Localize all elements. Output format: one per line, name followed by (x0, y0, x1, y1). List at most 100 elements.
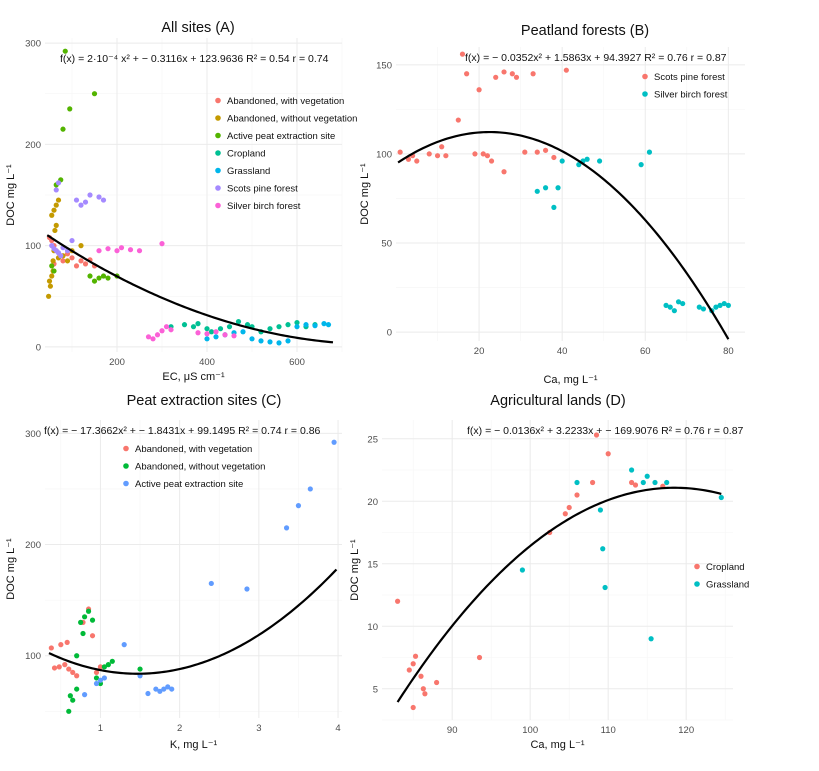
data-point (632, 482, 639, 488)
legend-swatch (215, 150, 221, 156)
data-point (551, 154, 557, 161)
data-point (66, 666, 72, 672)
legend-label: Grassland (227, 166, 270, 177)
legend-label: Silver birch forest (227, 201, 301, 212)
data-point (559, 158, 565, 164)
data-point (412, 653, 419, 659)
data-point (222, 332, 228, 338)
data-point (168, 327, 174, 333)
data-point (249, 336, 255, 342)
data-point (397, 149, 403, 155)
data-point (109, 658, 115, 664)
data-point (153, 686, 159, 692)
data-point (101, 664, 107, 670)
y-tick-label: 10 (367, 622, 378, 633)
data-point (82, 199, 89, 205)
data-point (105, 662, 111, 668)
x-tick-label: 90 (447, 725, 458, 736)
legend-swatch (642, 73, 648, 80)
data-point (87, 273, 93, 279)
data-point (47, 283, 54, 289)
data-point (267, 339, 273, 345)
data-point (530, 71, 536, 77)
x-axis-label: EC, μS cm⁻¹ (162, 371, 225, 383)
data-point (602, 584, 608, 591)
x-tick-label: 60 (640, 346, 651, 357)
data-point (721, 300, 727, 307)
data-point (56, 664, 62, 670)
x-tick-label: 1 (98, 723, 103, 734)
legend: Abandoned, with vegetation Abandoned, wit… (215, 96, 357, 212)
data-point (69, 237, 75, 244)
fit-curve (46, 234, 334, 344)
data-point (58, 642, 64, 648)
data-point (285, 338, 291, 344)
data-point (418, 673, 424, 679)
data-point (725, 302, 731, 308)
data-point (664, 479, 670, 486)
data-point (696, 304, 702, 310)
data-point (414, 158, 420, 164)
data-point (584, 156, 590, 162)
data-point (46, 278, 53, 284)
data-point (73, 197, 80, 203)
data-point (276, 340, 282, 346)
y-tick-label: 100 (25, 651, 41, 662)
y-tick-label: 20 (367, 497, 378, 508)
data-point (165, 684, 171, 690)
data-point (285, 322, 291, 328)
data-point (240, 329, 246, 335)
data-point (484, 153, 491, 159)
data-point (96, 194, 102, 200)
legend: Scots pine forest Silver birch forest (642, 72, 728, 101)
data-point (121, 642, 127, 648)
data-point (82, 614, 88, 620)
legend-swatch (215, 132, 221, 139)
legend-label: Active peat extraction site (135, 479, 243, 490)
data-point (648, 636, 654, 642)
legend-swatch (215, 167, 221, 174)
data-point (64, 258, 71, 264)
data-point (51, 268, 57, 274)
data-point (60, 258, 66, 264)
data-point (87, 192, 93, 198)
x-axis-label: K, mg L⁻¹ (170, 739, 218, 751)
data-point (93, 680, 100, 687)
data-point (596, 158, 603, 164)
data-point (80, 630, 86, 637)
fit-curve (397, 130, 730, 340)
data-point (127, 247, 134, 253)
data-point (49, 273, 55, 279)
data-point (443, 153, 449, 159)
data-point (671, 308, 677, 314)
data-point (169, 686, 175, 692)
x-tick-label: 100 (522, 725, 538, 736)
data-point (82, 692, 88, 698)
data-point (78, 619, 84, 625)
fit-curve (48, 568, 338, 675)
data-point (667, 304, 673, 310)
data-point (501, 169, 507, 175)
data-point (78, 243, 84, 249)
data-point (590, 479, 596, 486)
data-point (576, 162, 582, 168)
data-point (439, 144, 445, 150)
data-point (600, 546, 606, 552)
data-point (597, 507, 604, 513)
data-point (488, 158, 495, 164)
data-point (629, 467, 635, 473)
data-point (51, 207, 57, 213)
x-tick-label: 80 (723, 346, 734, 357)
data-point (217, 326, 224, 332)
data-point (78, 258, 84, 264)
y-axis-label: DOC mg L⁻¹ (349, 539, 361, 601)
data-point (150, 336, 156, 342)
data-point (472, 151, 478, 157)
y-tick-label: 100 (376, 149, 392, 160)
series-3 (82, 439, 337, 698)
data-point (105, 246, 111, 252)
y-tick-label: 200 (25, 540, 41, 551)
data-point (105, 275, 111, 281)
data-point (91, 278, 98, 284)
